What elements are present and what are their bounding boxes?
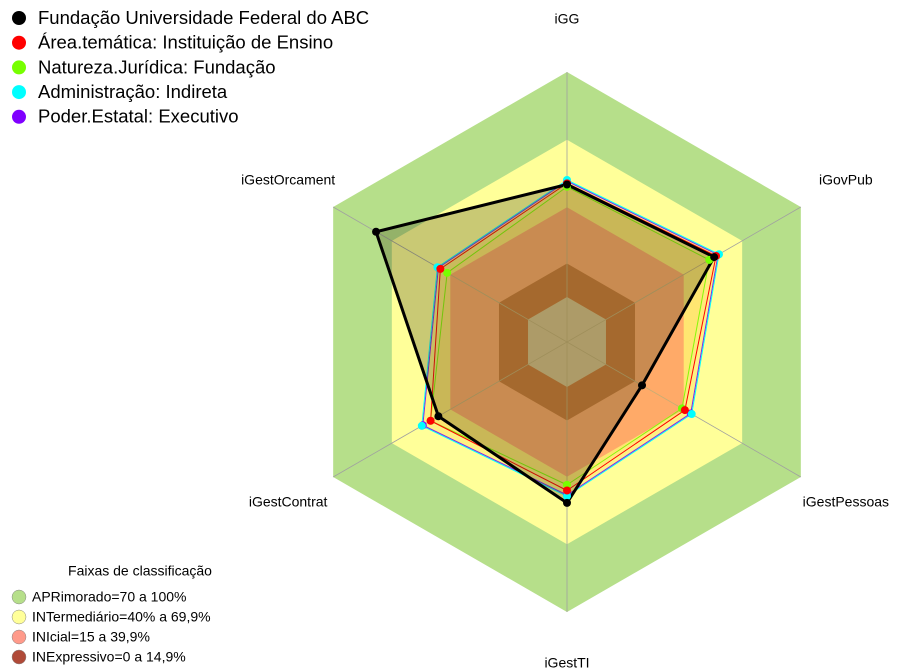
- band-legend-marker: [11, 609, 27, 625]
- series-point: [434, 412, 443, 421]
- legend-label: Área.temática: Instituição de Ensino: [38, 32, 333, 53]
- series-point: [443, 268, 452, 277]
- spoke: [332, 341, 568, 478]
- band-legend-marker: [11, 589, 27, 605]
- axis-label: iGestOrcament: [241, 172, 335, 188]
- series-point: [563, 492, 571, 501]
- band-legend-label: INExpressivo=0 a 14,9%: [32, 649, 186, 665]
- legend-marker: [12, 35, 26, 50]
- band-legend-marker: [11, 629, 27, 645]
- series-point: [680, 406, 689, 415]
- spoke: [566, 206, 802, 343]
- axis-label: iGovPub: [819, 172, 873, 188]
- legend-label: Poder.Estatal: Executivo: [38, 106, 239, 127]
- band-legend-marker: [11, 649, 27, 665]
- series-point: [563, 498, 571, 507]
- series-point: [417, 421, 426, 430]
- legend-label: Administração: Indireta: [38, 81, 228, 102]
- series-point: [372, 227, 381, 236]
- band-legend-label: INIcial=15 a 39,9%: [32, 629, 150, 645]
- series-point: [687, 410, 696, 418]
- series-point: [563, 480, 571, 489]
- bands-title: Faixas de classificação: [68, 563, 212, 579]
- series-point: [563, 180, 571, 189]
- band-legend-label: APRimorado=70 a 100%: [32, 589, 187, 605]
- series-point: [638, 381, 647, 390]
- series-point: [710, 253, 719, 262]
- axis-label: iGestPessoas: [803, 494, 889, 510]
- band-legend-label: INTermediário=40% a 69,9%: [32, 609, 211, 625]
- legend-marker: [12, 85, 26, 100]
- axis-label: iGestContrat: [249, 494, 328, 510]
- axis-label: iGestTI: [544, 655, 589, 671]
- legend-marker: [12, 11, 26, 25]
- series-point: [563, 486, 571, 495]
- legend-marker: [12, 109, 26, 124]
- legend-label: Natureza.Jurídica: Fundação: [38, 56, 276, 77]
- series-point: [426, 416, 435, 425]
- legend-label: Fundação Universidade Federal do ABC: [38, 7, 369, 28]
- legend-marker: [12, 60, 26, 75]
- axis-label: iGG: [555, 11, 580, 27]
- series-point: [436, 264, 445, 273]
